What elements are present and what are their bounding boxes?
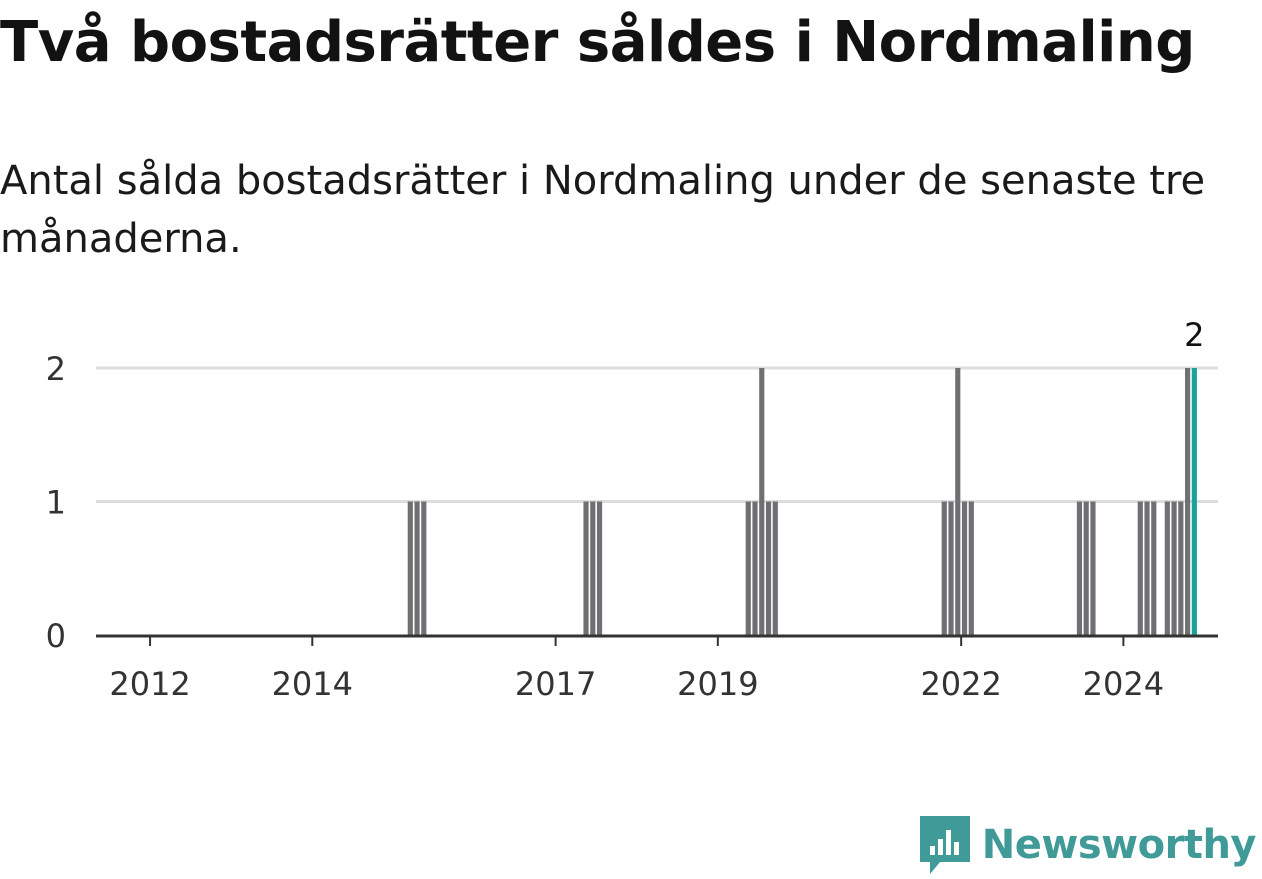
bar-2024-03 bbox=[1137, 501, 1143, 635]
bar-2022-01 bbox=[961, 501, 968, 635]
bar-2015-03 bbox=[407, 501, 413, 635]
bar-2023-08 bbox=[1090, 501, 1096, 635]
bars bbox=[407, 368, 1197, 635]
bar-2021-12 bbox=[955, 368, 961, 635]
x-tick-label-2017: 2017 bbox=[515, 665, 596, 703]
bar-2019-07 bbox=[759, 368, 765, 635]
bar-2023-06 bbox=[1076, 501, 1083, 635]
bar-2017-06 bbox=[590, 501, 596, 635]
bar-2024-10 bbox=[1185, 368, 1191, 635]
bar-2023-07 bbox=[1083, 501, 1089, 635]
newsworthy-logo-icon bbox=[919, 816, 970, 874]
bar-2024-09 bbox=[1178, 501, 1184, 635]
bar-2017-07 bbox=[596, 501, 603, 635]
x-tick-label-2012: 2012 bbox=[109, 665, 190, 703]
brand-name: Newsworthy bbox=[981, 822, 1257, 868]
chart-title: Två bostadsrätter såldes i Nordmaling bbox=[0, 10, 1195, 75]
bar-2021-10 bbox=[941, 501, 947, 635]
x-tick-label-2024: 2024 bbox=[1083, 665, 1164, 703]
bar-2019-05 bbox=[745, 501, 751, 635]
axes bbox=[96, 634, 1218, 646]
brand: Newsworthy bbox=[919, 815, 1257, 875]
bar-chart: 0 1 2 2012 2014 2017 2019 2022 2024 2 bbox=[46, 316, 1218, 703]
bar-highlight-2024-11 bbox=[1191, 368, 1197, 635]
gridlines bbox=[96, 366, 1218, 503]
x-tick-label-2022: 2022 bbox=[920, 665, 1001, 703]
value-label-2024-11: 2 bbox=[1184, 316, 1204, 354]
labels: 0 1 2 2012 2014 2017 2019 2022 2024 2 bbox=[46, 316, 1205, 703]
bar-2019-09 bbox=[772, 501, 778, 635]
bar-2019-08 bbox=[765, 501, 772, 635]
bar-2024-07 bbox=[1164, 501, 1170, 635]
x-tick-label-2019: 2019 bbox=[677, 665, 758, 703]
bar-2015-05 bbox=[421, 501, 427, 635]
y-tick-label-0: 0 bbox=[46, 617, 66, 655]
x-tick-label-2014: 2014 bbox=[272, 665, 353, 703]
chart-subtitle: Antal sålda bostadsrätter i Nordmaling u… bbox=[0, 158, 1206, 262]
bar-2024-05 bbox=[1151, 501, 1157, 635]
bar-2019-06 bbox=[752, 501, 758, 635]
y-tick-label-2: 2 bbox=[46, 350, 66, 388]
bar-2015-04 bbox=[414, 501, 420, 635]
bar-2017-05 bbox=[583, 501, 589, 635]
bar-2024-04 bbox=[1144, 501, 1150, 635]
y-tick-label-1: 1 bbox=[46, 484, 66, 522]
bar-2024-08 bbox=[1171, 501, 1177, 635]
bar-2022-02 bbox=[968, 501, 974, 635]
bar-2021-11 bbox=[948, 501, 954, 635]
